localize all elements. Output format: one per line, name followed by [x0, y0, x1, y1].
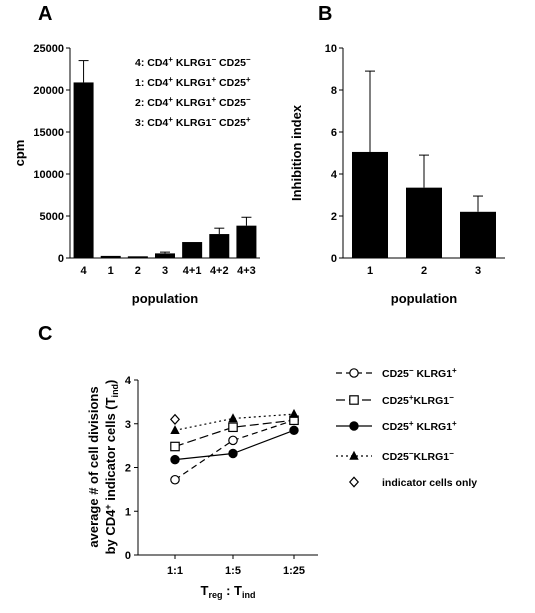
y-tick-label: 25000 — [33, 43, 64, 55]
x-tick-label: 3 — [162, 265, 168, 277]
x-tick-label: 1:1 — [167, 565, 183, 577]
y-tick-label: 4 — [331, 169, 338, 181]
bar — [209, 234, 230, 258]
legend-label: CD25+​KLRG1−​ — [382, 393, 454, 407]
y-tick-label: 6 — [331, 127, 337, 139]
legend-entry: 4: CD4+​ KLRG1−​ CD25−​ — [135, 55, 251, 69]
legend-entry: 1: CD4+​ KLRG1+​ CD25+​ — [135, 75, 251, 89]
chart-c-legend: CD25−​ KLRG1+​ CD25+​KLRG1−​ CD25+​ KLRG1+… — [336, 366, 477, 489]
y-tick-label: 0 — [331, 253, 337, 265]
bar — [236, 225, 257, 258]
data-point — [289, 408, 299, 418]
bar — [406, 187, 442, 258]
y-tick-label: 10000 — [33, 169, 64, 181]
data-point — [170, 441, 180, 452]
y-tick-label: 15000 — [33, 127, 64, 139]
chart-c-y-title-line1: average # of cell divisions — [86, 386, 101, 547]
chart-a: cpm population 4: CD4+​ KLRG1−​ CD25−​ 1:… — [12, 43, 260, 306]
data-point — [228, 422, 238, 433]
data-point — [228, 435, 238, 446]
legend-label: CD25+​ KLRG1+​ — [382, 419, 457, 433]
legend-label: CD25−​ KLRG1+​ — [382, 366, 457, 380]
chart-a-y-title: cpm — [12, 140, 27, 167]
bar — [182, 242, 203, 258]
x-tick-label: 1 — [367, 265, 373, 277]
chart-b-x-title: population — [391, 291, 457, 306]
x-tick-label: 1:5 — [225, 565, 241, 577]
data-point — [228, 413, 238, 423]
bar — [155, 253, 175, 258]
legend-marker — [349, 368, 359, 378]
legend-marker — [349, 421, 359, 431]
data-point — [289, 425, 299, 436]
y-tick-label: 2 — [125, 463, 131, 475]
series-line — [174, 419, 295, 448]
panel-label-c: C — [38, 323, 52, 345]
x-tick-label: 4+1 — [183, 265, 202, 277]
bar — [73, 82, 94, 258]
panel-label-b: B — [318, 3, 332, 25]
data-point — [170, 454, 180, 465]
chart-b-y-title: Inhibition index — [289, 104, 304, 201]
legend-entry: 3: CD4+​ KLRG1−​ CD25+​ — [135, 115, 251, 129]
x-tick-label: 1:25 — [283, 565, 305, 577]
chart-c-y-title-line2: by CD4+ indicator cells (Tind) — [103, 380, 120, 555]
chart-c: average # of cell divisions by CD4+ indi… — [86, 366, 477, 600]
bar — [100, 255, 121, 258]
x-tick-label: 2 — [135, 265, 141, 277]
legend-marker — [349, 395, 359, 405]
y-tick-label: 10 — [325, 43, 337, 55]
legend-entry: 2: CD4+​ KLRG1+​ CD25−​ — [135, 95, 251, 109]
legend-label: CD25−​KLRG1−​ — [382, 449, 454, 463]
y-tick-label: 3 — [125, 419, 131, 431]
chart-a-x-title: population — [132, 291, 198, 306]
y-tick-label: 4 — [125, 375, 132, 387]
bar — [460, 211, 496, 258]
chart-a-legend: 4: CD4+​ KLRG1−​ CD25−​ 1: CD4+​ KLRG1+​ … — [135, 55, 251, 129]
data-point — [169, 413, 181, 425]
legend-marker — [349, 450, 359, 460]
y-tick-label: 5000 — [40, 211, 64, 223]
panel-label-a: A — [38, 3, 52, 25]
legend-label: indicator cells only — [382, 477, 477, 489]
data-point — [228, 448, 238, 459]
data-point — [170, 474, 180, 485]
bar — [127, 256, 148, 258]
y-tick-label: 20000 — [33, 85, 64, 97]
x-tick-label: 4 — [81, 265, 88, 277]
x-tick-label: 4+3 — [237, 265, 256, 277]
y-tick-label: 8 — [331, 85, 337, 97]
y-tick-label: 1 — [125, 506, 131, 518]
y-tick-label: 2 — [331, 211, 337, 223]
y-tick-label: 0 — [58, 253, 64, 265]
x-tick-label: 2 — [421, 265, 427, 277]
legend-marker — [348, 476, 360, 488]
x-tick-label: 1 — [108, 265, 114, 277]
x-tick-label: 4+2 — [210, 265, 229, 277]
data-point — [170, 425, 180, 435]
y-tick-label: 0 — [125, 550, 131, 562]
x-tick-label: 3 — [475, 265, 481, 277]
bar — [352, 151, 388, 258]
chart-c-x-title: Treg​ : Tind​ — [201, 583, 256, 600]
